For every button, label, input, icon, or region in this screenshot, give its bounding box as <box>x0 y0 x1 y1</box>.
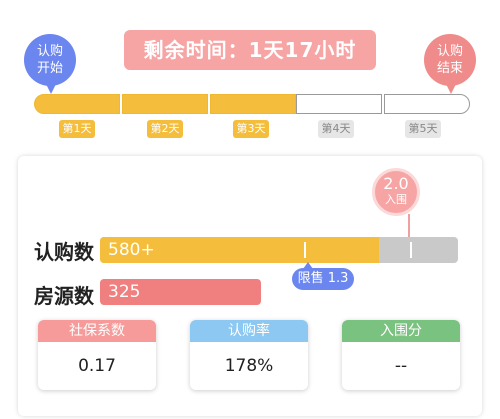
countdown-banner: 剩余时间：1天17小时 <box>124 30 376 70</box>
housing-count-value: 325 <box>108 282 141 302</box>
shortlist-threshold-line <box>408 214 410 244</box>
housing-count-label: 房源数 <box>34 284 94 308</box>
stat-social-security: 社保系数 0.17 <box>38 320 156 390</box>
stat-social-security-value: 0.17 <box>78 356 116 376</box>
day-segment-1 <box>34 94 120 114</box>
sale-limit-badge: 限售 1.3 <box>292 262 354 290</box>
subscription-count-value: 580+ <box>108 240 155 260</box>
stat-shortlist-score: 入围分 -- <box>342 320 460 390</box>
shortlist-threshold-value: 2.0 <box>383 174 409 193</box>
day-tag-3: 第3天 <box>233 120 269 138</box>
day-tag-2: 第2天 <box>147 120 183 138</box>
subscription-bar-fill <box>100 237 380 263</box>
day-segment-5 <box>384 94 470 114</box>
subscription-count-label: 认购数 <box>34 240 94 264</box>
stat-subscription-rate-value: 178% <box>224 356 274 376</box>
day-tag-5: 第5天 <box>405 120 441 138</box>
stat-shortlist-score-title: 入围分 <box>342 320 460 342</box>
subscription-start-bubble: 认购 开始 <box>24 34 76 94</box>
stat-subscription-rate: 认购率 178% <box>190 320 308 390</box>
stat-shortlist-score-value: -- <box>394 356 408 376</box>
housing-bar: 325 <box>100 279 262 305</box>
day-tag-4: 第4天 <box>318 120 354 138</box>
threshold-tick <box>410 242 412 258</box>
sale-limit-tick <box>304 242 306 258</box>
stat-social-security-title: 社保系数 <box>38 320 156 342</box>
day-segment-3 <box>210 94 296 114</box>
shortlist-threshold-bubble: 2.0 入围 <box>372 168 420 216</box>
timeline-panel: 认购 开始 剩余时间：1天17小时 认购 结束 第1天 第2天 第3天 第4天 … <box>0 0 500 150</box>
subscription-end-bubble: 认购 结束 <box>424 34 476 94</box>
day-segment-4 <box>296 94 382 114</box>
subscription-start-label: 认购 开始 <box>36 44 63 76</box>
subscription-end-label: 认购 结束 <box>436 44 463 76</box>
stat-subscription-rate-title: 认购率 <box>190 320 308 342</box>
shortlist-threshold-label: 入围 <box>385 193 407 206</box>
day-progress-track <box>34 94 470 116</box>
day-segment-2 <box>122 94 208 114</box>
subscription-bar-track: 580+ <box>100 237 458 263</box>
day-tag-1: 第1天 <box>59 120 95 138</box>
